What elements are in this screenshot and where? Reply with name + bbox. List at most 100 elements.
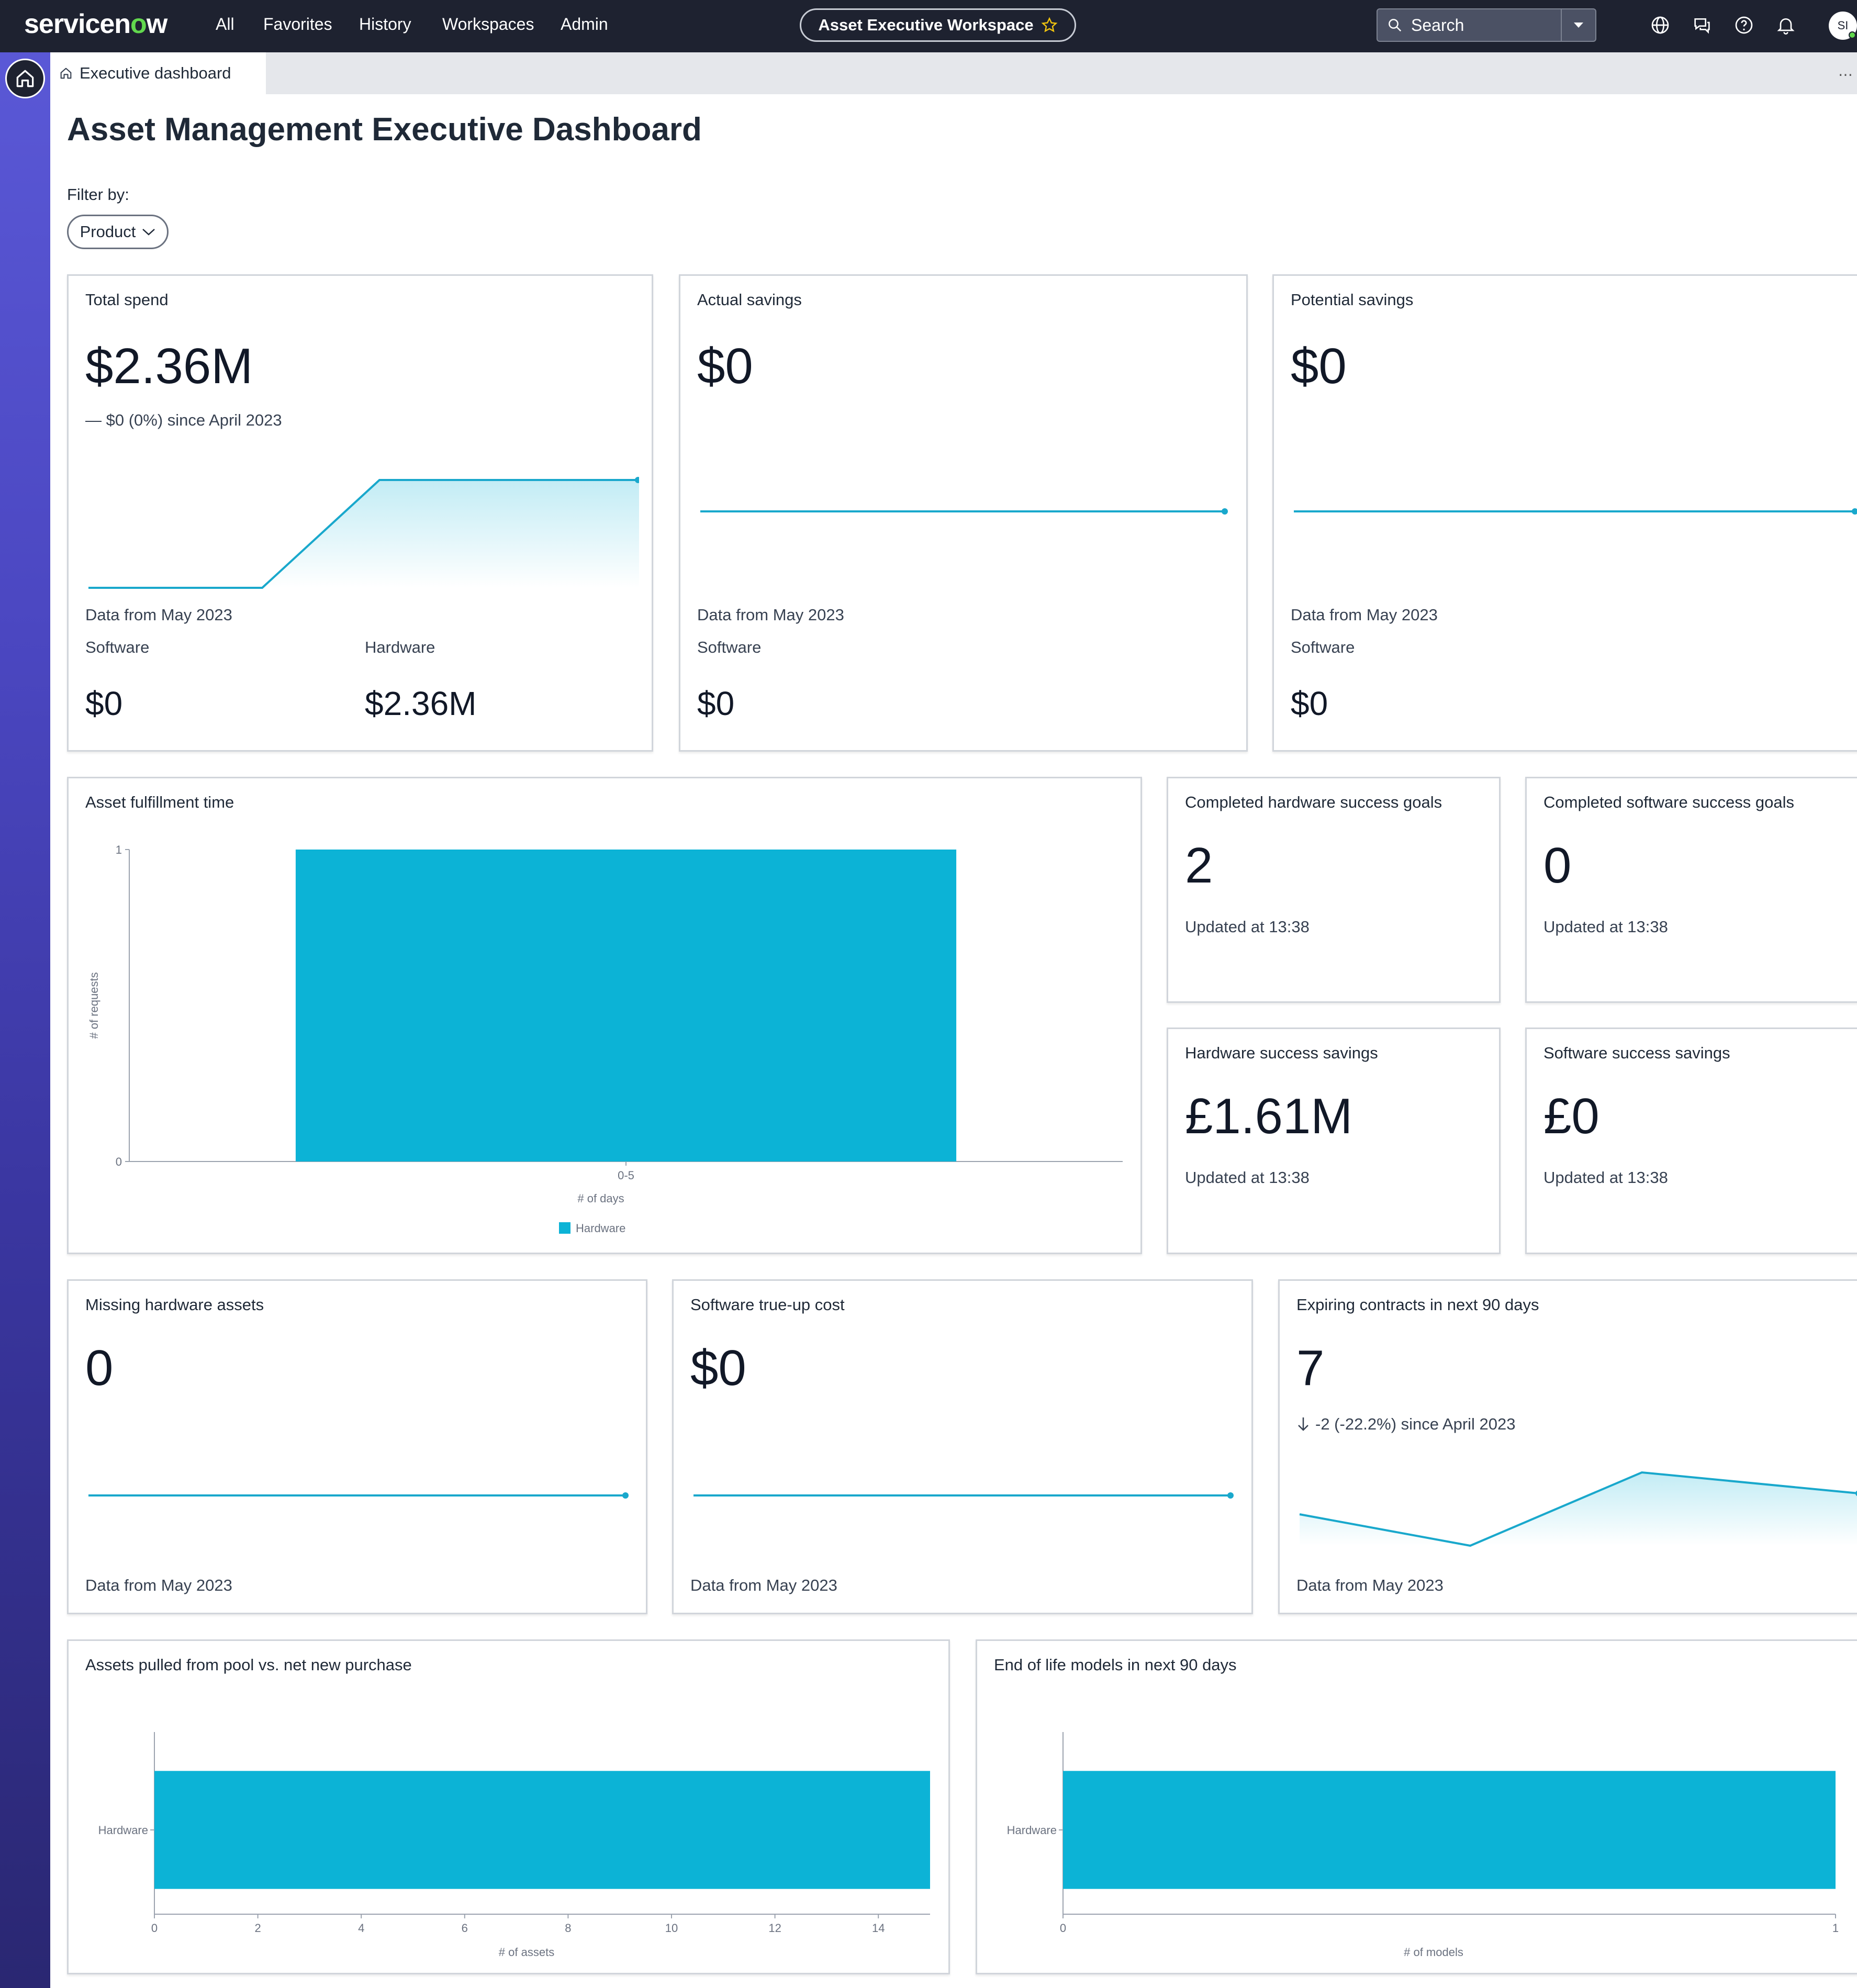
x-tick-label: 1 <box>1832 1922 1839 1935</box>
change-text: $0 (0%) since April 2023 <box>106 411 282 429</box>
home-button[interactable] <box>5 59 45 98</box>
hardware-savings-card[interactable]: Hardware success savings £1.61M Updated … <box>1167 1027 1501 1254</box>
card-title: End of life models in next 90 days <box>994 1656 1237 1674</box>
missing-hardware-sparkline <box>88 1492 629 1499</box>
expiring-change: -2 (-22.2%) since April 2023 <box>1296 1415 1516 1434</box>
x-axis-title: # of models <box>1404 1946 1463 1959</box>
software-goals-card[interactable]: Completed software success goals 0 Updat… <box>1525 777 1857 1003</box>
bell-icon[interactable] <box>1775 15 1796 36</box>
nav-workspaces[interactable]: Workspaces <box>442 15 534 33</box>
y-tick-label: 0 <box>116 1155 122 1168</box>
software-goals-value: 0 <box>1543 837 1572 894</box>
tab-executive-dashboard[interactable]: Executive dashboard <box>50 52 266 94</box>
software-value: $0 <box>697 685 735 722</box>
help-icon[interactable] <box>1733 15 1754 36</box>
chat-icon[interactable] <box>1692 15 1713 36</box>
data-from-label: Data from May 2023 <box>85 606 232 624</box>
total-spend-card[interactable]: Total spend $2.36M — $0 (0%) since April… <box>67 274 653 752</box>
total-spend-value: $2.36M <box>85 338 253 394</box>
software-savings-value: £0 <box>1543 1088 1599 1144</box>
data-from-label: Data from May 2023 <box>690 1576 837 1594</box>
expiring-contracts-value: 7 <box>1296 1340 1325 1396</box>
hardware-goals-card[interactable]: Completed hardware success goals 2 Updat… <box>1167 777 1501 1003</box>
home-icon <box>60 68 72 79</box>
software-savings-card[interactable]: Software success savings £0 Updated at 1… <box>1525 1027 1857 1254</box>
x-tick-label: 0 <box>151 1922 158 1935</box>
x-tick-label: 6 <box>462 1922 468 1935</box>
actual-savings-sparkline <box>700 508 1228 515</box>
product-filter-button[interactable]: Product <box>67 215 169 249</box>
legend-label: Hardware <box>576 1222 625 1235</box>
tab-strip <box>50 52 1857 94</box>
card-title: Hardware success savings <box>1185 1044 1378 1062</box>
card-title: Completed hardware success goals <box>1185 793 1442 811</box>
card-title: Assets pulled from pool vs. net new purc… <box>85 1656 412 1674</box>
x-tick-label: 2 <box>254 1922 261 1935</box>
missing-hardware-value: 0 <box>85 1340 114 1396</box>
updated-label: Updated at 13:38 <box>1185 1168 1310 1187</box>
card-title: Completed software success goals <box>1543 793 1795 811</box>
globe-icon[interactable] <box>1650 15 1671 36</box>
y-tick-label: 1 <box>116 843 122 856</box>
change-text: -2 (-22.2%) since April 2023 <box>1315 1415 1516 1433</box>
total-spend-change: — $0 (0%) since April 2023 <box>85 411 282 430</box>
software-value: $0 <box>1291 685 1328 722</box>
nav-admin[interactable]: Admin <box>561 15 608 33</box>
x-tick-label: 0 <box>1060 1922 1066 1935</box>
asset-fulfillment-card[interactable]: Asset fulfillment time 0 1 0-5 # of days # o… <box>67 777 1142 1254</box>
hardware-savings-value: £1.61M <box>1185 1088 1353 1144</box>
software-value: $0 <box>85 685 123 722</box>
top-navigation-bar: servicenow All Favorites History Workspa… <box>0 0 1857 52</box>
home-icon <box>16 70 34 87</box>
bar <box>1063 1771 1836 1889</box>
global-search[interactable]: Search <box>1377 8 1596 42</box>
data-from-label: Data from May 2023 <box>85 1576 232 1594</box>
filter-label: Filter by: <box>67 185 129 204</box>
software-label: Software <box>697 638 762 656</box>
search-icon <box>1389 19 1402 32</box>
workspace-pill[interactable]: Asset Executive Workspace <box>800 8 1076 42</box>
y-axis-title: # of requests <box>87 972 100 1038</box>
bar <box>295 850 957 1161</box>
trueup-cost-card[interactable]: Software true-up cost $0 Data from May 2… <box>672 1279 1253 1614</box>
actual-savings-value: $0 <box>697 338 753 394</box>
servicenow-logo[interactable]: servicenow <box>24 9 167 39</box>
online-status-dot <box>1849 31 1856 39</box>
potential-savings-sparkline <box>1294 508 1857 515</box>
card-title: Total spend <box>85 291 169 309</box>
actual-savings-card[interactable]: Actual savings $0 Data from May 2023 Sof… <box>679 274 1248 752</box>
pool-vs-purchase-card[interactable]: Assets pulled from pool vs. net new purc… <box>67 1639 950 1974</box>
card-title: Expiring contracts in next 90 days <box>1296 1295 1539 1314</box>
data-from-label: Data from May 2023 <box>697 606 844 624</box>
data-from-label: Data from May 2023 <box>1291 606 1438 624</box>
page-title: Asset Management Executive Dashboard <box>67 111 702 148</box>
filter-button-label: Product <box>80 222 136 241</box>
bar <box>154 1771 930 1889</box>
expiring-contracts-card[interactable]: Expiring contracts in next 90 days 7 -2 … <box>1278 1279 1857 1614</box>
nav-favorites[interactable]: Favorites <box>263 15 332 33</box>
updated-label: Updated at 13:38 <box>1543 1168 1668 1187</box>
more-tabs-icon[interactable]: ⋯ <box>1838 66 1853 83</box>
data-from-label: Data from May 2023 <box>1296 1576 1444 1594</box>
x-tick-label: 14 <box>872 1922 885 1935</box>
potential-savings-card[interactable]: Potential savings $0 Data from May 2023 … <box>1272 274 1857 752</box>
search-scope-dropdown[interactable] <box>1561 9 1595 41</box>
x-tick-label: 0-5 <box>618 1169 634 1182</box>
missing-hardware-card[interactable]: Missing hardware assets 0 Data from May … <box>67 1279 647 1614</box>
chevron-down-icon <box>142 229 155 236</box>
star-icon[interactable] <box>1041 17 1058 33</box>
card-title: Actual savings <box>697 291 802 309</box>
nav-all[interactable]: All <box>216 15 234 33</box>
avatar-initials: SI <box>1837 19 1849 32</box>
card-title: Asset fulfillment time <box>85 793 234 811</box>
nav-history[interactable]: History <box>359 15 411 33</box>
caret-down-icon <box>1574 23 1583 28</box>
updated-label: Updated at 13:38 <box>1185 918 1310 936</box>
hardware-value: $2.36M <box>365 685 477 722</box>
software-label: Software <box>1291 638 1355 656</box>
end-of-life-card[interactable]: End of life models in next 90 days 0 1 Har… <box>976 1639 1857 1974</box>
updated-label: Updated at 13:38 <box>1543 918 1668 936</box>
user-avatar[interactable]: SI <box>1829 12 1857 40</box>
x-tick-label: 12 <box>768 1922 781 1935</box>
